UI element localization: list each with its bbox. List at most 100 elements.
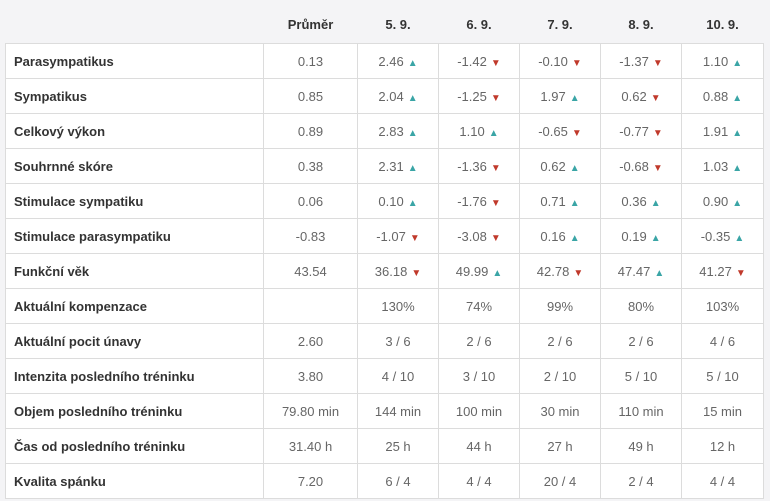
value-cell: 1.03 ▲ bbox=[681, 148, 764, 184]
value-text: 44 h bbox=[466, 438, 492, 454]
value-cell: 1.91 ▲ bbox=[681, 113, 764, 149]
value-text: 0.10 bbox=[378, 193, 404, 209]
triangle-up-icon: ▲ bbox=[569, 197, 580, 209]
triangle-up-icon: ▲ bbox=[569, 162, 580, 174]
table-row: Stimulace parasympatiku -0.83 -1.07 ▼ -3.08 ▼… bbox=[5, 218, 764, 254]
triangle-up-icon: ▲ bbox=[734, 232, 745, 244]
value-text: 1.03 bbox=[702, 158, 729, 174]
triangle-up-icon: ▲ bbox=[654, 267, 665, 279]
value-cell: 1.10 ▲ bbox=[681, 43, 764, 79]
average-cell: 0.06 bbox=[263, 183, 358, 219]
value-text: 0.62 bbox=[540, 158, 566, 174]
value-text: -0.77 bbox=[619, 123, 649, 139]
triangle-up-icon: ▲ bbox=[732, 162, 743, 174]
value-cell: 0.36 ▲ bbox=[600, 183, 682, 219]
value-cell: 4 / 10 bbox=[357, 358, 439, 394]
average-cell: 3.80 bbox=[263, 358, 358, 394]
value-cell: 2.83 ▲ bbox=[357, 113, 439, 149]
value-cell: 27 h bbox=[519, 428, 601, 464]
table-body: Parasympatikus 0.13 2.46 ▲ -1.42 ▼ -0.10 ▼ -1.37… bbox=[5, 43, 764, 499]
value-cell: 1.97 ▲ bbox=[519, 78, 601, 114]
value-text: 2 / 6 bbox=[628, 333, 654, 349]
table-row: Sympatikus 0.85 2.04 ▲ -1.25 ▼ 1.97 ▲ 0.62 ▼ 0.88 ▲ bbox=[5, 78, 764, 114]
value-cell: -0.35 ▲ bbox=[681, 218, 764, 254]
value-cell: 4 / 4 bbox=[438, 463, 520, 499]
average-cell bbox=[263, 288, 358, 324]
value-text: 27 h bbox=[547, 438, 573, 454]
average-cell: 79.80 min bbox=[263, 393, 358, 429]
table-row: Intenzita posledního tréninku 3.80 4 / 10 3… bbox=[5, 358, 764, 394]
row-label: Intenzita posledního tréninku bbox=[5, 358, 264, 394]
average-cell: 2.60 bbox=[263, 323, 358, 359]
value-cell: 36.18 ▼ bbox=[357, 253, 439, 289]
value-text: 0.36 bbox=[621, 193, 647, 209]
value-cell: -0.68 ▼ bbox=[600, 148, 682, 184]
triangle-up-icon: ▲ bbox=[732, 92, 743, 104]
triangle-down-icon: ▼ bbox=[735, 267, 746, 279]
hrv-comparison-table-wrapper: Průměr 5. 9. 6. 9. 7. 9. 8. 9. 10. 9. Pa… bbox=[5, 6, 765, 499]
table-row: Aktuální kompenzace 130% 74% 99% 80% 103% bbox=[5, 288, 764, 324]
average-cell: 0.38 bbox=[263, 148, 358, 184]
table-row: Funkční věk 43.54 36.18 ▼ 49.99 ▲ 42.78 ▼ 47.47 ▲… bbox=[5, 253, 764, 289]
value-cell: 110 min bbox=[600, 393, 682, 429]
value-cell: 44 h bbox=[438, 428, 520, 464]
triangle-down-icon: ▼ bbox=[411, 267, 422, 279]
value-text: 5 / 10 bbox=[706, 368, 739, 384]
row-label: Souhrnné skóre bbox=[5, 148, 264, 184]
value-cell: 2 / 4 bbox=[600, 463, 682, 499]
average-cell: 31.40 h bbox=[263, 428, 358, 464]
value-cell: 2 / 6 bbox=[438, 323, 520, 359]
value-cell: 2 / 6 bbox=[600, 323, 682, 359]
value-text: 4 / 10 bbox=[381, 368, 415, 384]
value-text: -0.35 bbox=[700, 228, 731, 244]
value-cell: -1.37 ▼ bbox=[600, 43, 682, 79]
table-row: Parasympatikus 0.13 2.46 ▲ -1.42 ▼ -0.10 ▼ -1.37… bbox=[5, 43, 764, 79]
value-text: -1.36 bbox=[457, 158, 487, 174]
value-text: 110 min bbox=[618, 403, 664, 419]
value-text: 0.90 bbox=[702, 193, 729, 209]
value-cell: 30 min bbox=[519, 393, 601, 429]
value-cell: -3.08 ▼ bbox=[438, 218, 520, 254]
value-text: 0.19 bbox=[621, 228, 647, 244]
value-cell: -0.65 ▼ bbox=[519, 113, 601, 149]
triangle-up-icon: ▲ bbox=[492, 267, 503, 279]
value-text: 2.04 bbox=[378, 88, 404, 104]
value-cell: 3 / 10 bbox=[438, 358, 520, 394]
header-cell-average: Průměr bbox=[263, 6, 358, 44]
value-text: 3 / 6 bbox=[385, 333, 411, 349]
row-label: Funkční věk bbox=[5, 253, 264, 289]
value-cell: 2.31 ▲ bbox=[357, 148, 439, 184]
value-cell: 0.90 ▲ bbox=[681, 183, 764, 219]
value-text: 2 / 10 bbox=[543, 368, 577, 384]
value-cell: 41.27 ▼ bbox=[681, 253, 764, 289]
value-cell: 0.71 ▲ bbox=[519, 183, 601, 219]
triangle-up-icon: ▲ bbox=[732, 127, 743, 139]
value-text: 1.91 bbox=[702, 123, 729, 139]
value-text: 47.47 bbox=[617, 263, 651, 279]
value-text: 4 / 4 bbox=[466, 473, 492, 489]
triangle-up-icon: ▲ bbox=[650, 232, 661, 244]
header-cell-date: 6. 9. bbox=[438, 6, 520, 44]
value-cell: -1.42 ▼ bbox=[438, 43, 520, 79]
table-row: Stimulace sympatiku 0.06 0.10 ▲ -1.76 ▼ 0.71 ▲ 0… bbox=[5, 183, 764, 219]
triangle-down-icon: ▼ bbox=[490, 232, 501, 244]
triangle-down-icon: ▼ bbox=[409, 232, 420, 244]
value-cell: 2 / 10 bbox=[519, 358, 601, 394]
value-text: 2.46 bbox=[378, 53, 404, 69]
row-label: Aktuální pocit únavy bbox=[5, 323, 264, 359]
table-header-row: Průměr 5. 9. 6. 9. 7. 9. 8. 9. 10. 9. bbox=[5, 6, 764, 44]
value-text: 144 min bbox=[374, 403, 422, 419]
triangle-up-icon: ▲ bbox=[488, 127, 499, 139]
value-text: 2 / 6 bbox=[466, 333, 492, 349]
value-text: 20 / 4 bbox=[543, 473, 577, 489]
value-cell: 12 h bbox=[681, 428, 764, 464]
value-cell: 0.19 ▲ bbox=[600, 218, 682, 254]
value-text: 6 / 4 bbox=[385, 473, 411, 489]
value-text: -1.37 bbox=[619, 53, 649, 69]
value-cell: 0.10 ▲ bbox=[357, 183, 439, 219]
value-cell: 6 / 4 bbox=[357, 463, 439, 499]
value-cell: 0.88 ▲ bbox=[681, 78, 764, 114]
value-text: -1.25 bbox=[457, 88, 487, 104]
triangle-down-icon: ▼ bbox=[490, 92, 501, 104]
value-cell: 5 / 10 bbox=[681, 358, 764, 394]
